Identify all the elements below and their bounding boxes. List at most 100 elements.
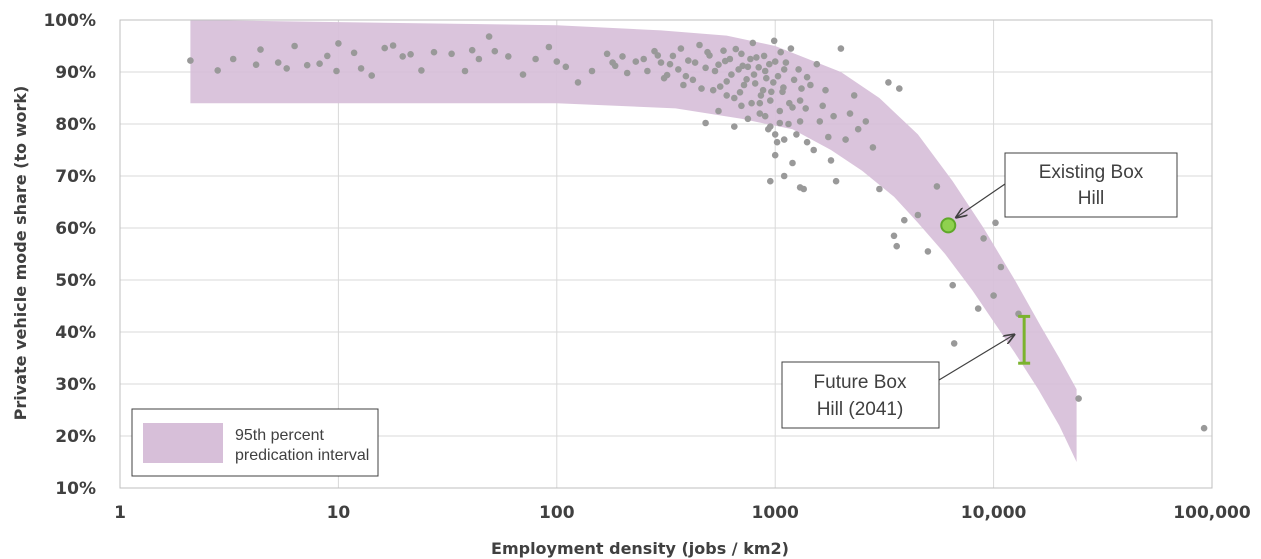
future-callout-arrow [938,335,1014,381]
data-point [997,263,1005,271]
data-point [274,59,282,66]
data-point [691,59,699,66]
data-point [603,50,611,58]
data-point [771,151,779,159]
data-point [743,76,750,83]
data-point [770,37,778,45]
future-range-marker [1018,314,1031,365]
data-point [774,72,782,80]
existing-callout-box [1004,152,1178,218]
data-point [740,81,748,89]
data-point [461,67,469,75]
data-point [588,67,596,75]
data-point [869,144,877,151]
data-point [807,81,814,89]
data-point [532,55,539,63]
data-point [770,79,777,86]
y-tick-label: 100% [43,11,96,31]
data-point [846,110,854,117]
x-tick-label: 10 [327,503,351,523]
existing-callout-line1: Existing Box [1039,162,1144,183]
data-point [736,89,744,96]
data-point [751,80,759,87]
data-point [732,45,740,53]
data-point [819,102,826,110]
data-point [850,92,858,99]
data-point [677,45,685,52]
y-tick-label: 30% [55,375,96,395]
data-point [803,73,811,81]
data-point [798,85,805,92]
data-point [619,53,626,60]
data-point [750,71,758,78]
data-point [739,62,746,70]
legend-label-line1: 95th percent [235,427,325,444]
data-point [748,99,755,107]
data-point [757,92,765,99]
data-point [787,45,795,52]
data-point [776,107,784,115]
data-point [335,40,342,47]
data-point [609,59,616,66]
data-point [657,59,665,66]
future-callout: Future Box Hill (2041) [781,335,1014,429]
data-point [780,172,788,180]
data-point [827,157,835,164]
data-point [761,67,769,75]
data-point [715,107,722,115]
data-point [399,53,407,60]
data-point [491,47,499,55]
data-point [418,67,425,74]
data-point [187,57,194,64]
data-point [796,184,804,191]
data-point [755,64,762,71]
data-point [816,118,824,125]
data-point [214,67,221,74]
data-point [1075,395,1082,402]
data-point [950,340,958,347]
x-tick-label: 1000 [752,503,799,523]
y-tick-label: 50% [55,271,96,291]
data-point [283,65,291,72]
x-tick-label: 100 [539,503,575,523]
data-point [468,46,476,54]
data-point [837,45,845,52]
data-point [756,99,764,107]
x-tick-label: 100,000 [1173,503,1251,523]
data-point [744,63,752,71]
data-point [519,71,527,78]
data-point [623,69,631,77]
data-point [574,79,582,86]
data-point [709,86,717,94]
data-point [747,55,754,63]
data-point [796,97,804,104]
data-point [759,86,767,94]
data-point [368,72,376,79]
data-point [813,60,821,68]
data-point [350,49,358,57]
data-point [381,44,389,52]
data-point [1200,424,1208,432]
data-point [773,138,781,146]
data-point [974,305,982,312]
data-point [790,76,798,84]
y-tick-label: 60% [55,219,96,239]
data-point [766,60,773,68]
data-point [767,177,774,185]
data-point [780,136,788,143]
data-point [702,119,709,127]
prediction-band [190,20,1077,462]
data-point [876,185,883,193]
data-point [780,84,787,91]
data-point [738,50,745,58]
data-point [389,42,397,49]
data-point [796,118,804,125]
x-axis-label: Employment density (jobs / km2) [491,539,789,558]
data-point [252,61,260,68]
y-tick-label: 80% [55,115,96,135]
future-callout-box [781,361,940,429]
data-point [562,63,570,71]
legend-label-line2: predication interval [235,447,369,464]
data-point [767,123,774,130]
